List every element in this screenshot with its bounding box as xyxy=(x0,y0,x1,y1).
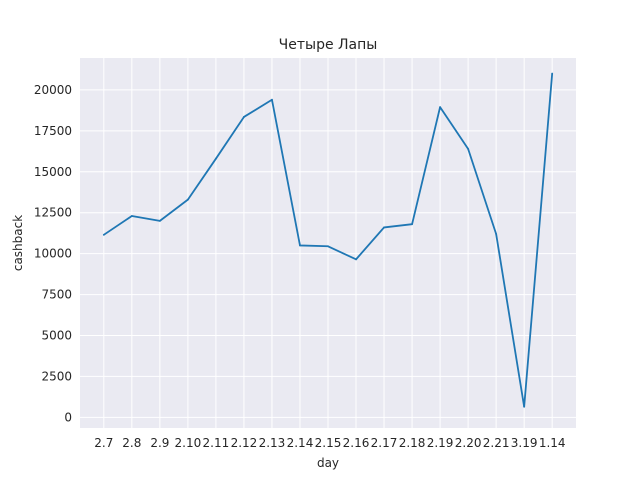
x-tick-label: 2.8 xyxy=(122,436,141,450)
data-point xyxy=(102,233,105,236)
y-tick-label: 2500 xyxy=(41,369,72,383)
data-point xyxy=(327,245,329,248)
y-tick-label: 15000 xyxy=(34,165,72,179)
x-tick-label: 2.21 xyxy=(483,436,510,450)
data-point xyxy=(495,233,498,235)
data-point xyxy=(186,198,189,201)
x-tick-label: 2.7 xyxy=(94,436,113,450)
data-point xyxy=(439,106,441,109)
data-point xyxy=(551,72,554,75)
data-point xyxy=(467,147,470,150)
data-point xyxy=(383,226,385,229)
x-gridlines xyxy=(103,58,553,428)
x-tick-label: 2.20 xyxy=(455,436,482,450)
x-tick-labels: 2.7 2.8 2.9 2.10 2.11 2.12 2.13 2.14 2.15 2.16 2.1… xyxy=(94,436,565,450)
x-axis-label: day xyxy=(317,456,339,470)
data-point xyxy=(411,223,413,226)
x-tick-label: 1.14 xyxy=(539,436,566,450)
y-tick-label: 5000 xyxy=(41,329,72,343)
x-tick-label: 2.17 xyxy=(371,436,398,450)
y-tick-label: 0 xyxy=(64,410,72,424)
x-tick-label: 2.13 xyxy=(259,436,286,450)
chart-title: Четыре Лапы xyxy=(279,37,378,53)
data-point xyxy=(130,215,133,217)
y-tick-label: 12500 xyxy=(34,206,72,220)
data-point xyxy=(243,116,245,118)
x-tick-label: 2.10 xyxy=(175,436,202,450)
data-point xyxy=(523,405,526,408)
x-tick-label: 2.18 xyxy=(399,436,426,450)
data-point xyxy=(299,244,301,247)
y-tick-label: 7500 xyxy=(41,288,72,302)
x-tick-label: 2.12 xyxy=(231,436,258,450)
data-point xyxy=(158,219,161,222)
y-tick-label: 17500 xyxy=(34,124,72,138)
data-point xyxy=(355,258,357,261)
x-tick-label: 2.15 xyxy=(315,436,342,450)
y-axis-label: cashback xyxy=(11,215,25,271)
y-tick-label: 10000 xyxy=(34,247,72,261)
x-tick-label: 3.19 xyxy=(511,436,538,450)
y-tick-label: 20000 xyxy=(34,83,72,97)
data-point xyxy=(215,157,217,160)
series-group xyxy=(102,72,554,408)
x-tick-label: 2.11 xyxy=(203,436,230,450)
y-tick-labels: 0 2500 5000 7500 10000 12500 15000 17500 20000 xyxy=(34,83,72,424)
x-tick-label: 2.9 xyxy=(150,436,169,450)
x-tick-label: 2.19 xyxy=(427,436,454,450)
x-tick-label: 2.16 xyxy=(343,436,370,450)
data-point xyxy=(271,98,273,101)
x-tick-label: 2.14 xyxy=(287,436,314,450)
